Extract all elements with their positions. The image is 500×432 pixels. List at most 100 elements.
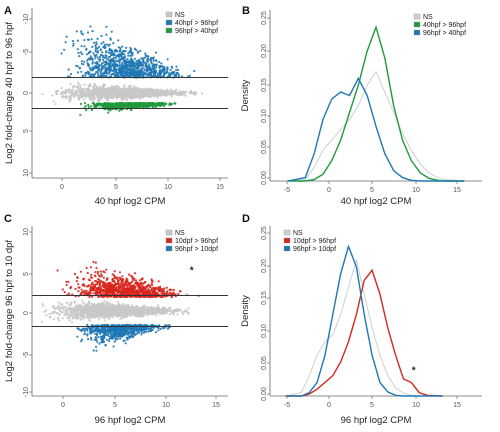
scatter-point	[88, 67, 91, 70]
scatter-point	[65, 96, 68, 99]
scatter-point	[155, 89, 158, 92]
scatter-point	[82, 98, 86, 101]
scatter-point	[88, 316, 91, 319]
scatter-point	[165, 312, 168, 315]
scatter-point	[62, 308, 65, 311]
scatter-point	[65, 35, 68, 38]
scatter-point	[61, 96, 64, 99]
scatter-point	[126, 71, 129, 74]
scatter-point	[86, 59, 89, 62]
scatter-point	[103, 299, 106, 303]
scatter-point	[201, 92, 204, 95]
scatter-point	[148, 95, 151, 98]
scatter-point	[133, 92, 136, 95]
scatter-point	[97, 63, 100, 66]
scatter-point	[76, 92, 79, 95]
scatter-point	[103, 319, 106, 322]
scatter-point	[124, 50, 127, 53]
scatter-point	[135, 66, 138, 69]
scatter-point	[80, 317, 83, 320]
scatter-point	[88, 305, 91, 308]
scatter-point	[80, 30, 83, 33]
scatter-point	[43, 310, 46, 313]
scatter-point	[84, 104, 87, 108]
scatter-point	[85, 304, 88, 307]
scatter-point	[101, 302, 104, 305]
scatter-point	[108, 55, 112, 59]
scatter-point	[165, 90, 169, 94]
scatter-point	[147, 55, 150, 58]
scatter-point	[155, 66, 158, 69]
scatter-point	[77, 87, 80, 90]
scatter-point	[84, 74, 87, 77]
scatter-point	[127, 60, 130, 63]
scatter-point	[153, 72, 156, 76]
scatter-point	[143, 308, 146, 311]
scatter-point	[130, 92, 133, 95]
scatter-point	[161, 307, 164, 310]
scatter-point	[99, 309, 102, 312]
scatter-point	[130, 109, 133, 112]
scatter-point	[71, 40, 75, 43]
scatter-point	[154, 59, 158, 62]
scatter-point	[152, 102, 155, 105]
scatter-point	[166, 58, 169, 61]
scatter-point	[52, 318, 55, 321]
scatter-point	[90, 69, 93, 72]
scatter-point	[95, 53, 98, 57]
y-tick-label: 0.25	[261, 11, 268, 25]
scatter-point	[94, 57, 97, 60]
scatter-point	[108, 90, 111, 93]
scatter-point	[68, 96, 71, 99]
scatter-point	[115, 97, 119, 100]
scatter-point	[138, 60, 141, 63]
scatter-point	[85, 109, 88, 112]
scatter-point	[56, 317, 60, 320]
scatter-point	[97, 58, 100, 61]
scatter-point	[169, 73, 172, 76]
scatter-point	[143, 304, 146, 307]
scatter-point	[126, 310, 129, 313]
scatter-point	[130, 72, 133, 75]
scatter-point	[108, 72, 111, 75]
scatter-point	[108, 49, 111, 52]
scatter-point	[103, 84, 106, 87]
scatter-point	[92, 67, 96, 70]
scatter-point	[81, 299, 84, 302]
scatter-point	[141, 96, 144, 99]
scatter-point	[83, 83, 86, 86]
scatter-point	[69, 301, 72, 304]
scatter-point	[118, 109, 121, 112]
scatter-point	[142, 74, 145, 77]
scatter-point	[90, 315, 93, 318]
scatter-point	[94, 44, 97, 47]
scatter-point	[107, 305, 110, 309]
scatter-point	[78, 305, 81, 308]
x-tick-label: -5	[284, 187, 290, 194]
scatter-point	[174, 309, 177, 312]
scatter-point	[131, 307, 134, 310]
scatter-point	[132, 72, 135, 75]
scatter-point	[111, 105, 114, 108]
scatter-point	[77, 98, 80, 101]
scatter-point	[73, 313, 76, 316]
scatter-point	[115, 309, 118, 312]
scatter-point	[72, 42, 75, 45]
scatter-point	[143, 61, 146, 64]
scatter-point	[112, 56, 115, 59]
scatter-point	[100, 64, 103, 67]
y-tick-label: 10	[23, 228, 30, 236]
scatter-point	[129, 85, 132, 88]
scatter-point	[62, 311, 66, 314]
scatter-point	[142, 71, 145, 74]
scatter-point	[60, 52, 63, 55]
scatter-point	[95, 41, 98, 44]
scatter-point	[98, 103, 101, 106]
scatter-point	[147, 105, 150, 108]
scatter-point	[86, 70, 89, 73]
scatter-point	[146, 65, 149, 69]
scatter-point	[129, 307, 132, 310]
scatter-point	[149, 88, 152, 91]
scatter-point	[115, 313, 118, 316]
legend-swatch	[165, 27, 173, 34]
